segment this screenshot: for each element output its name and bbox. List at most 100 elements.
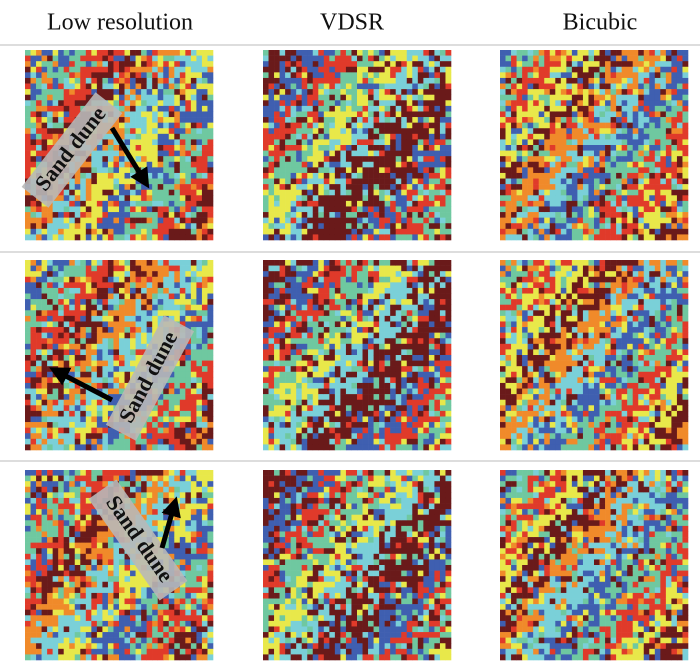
- pixel: [555, 223, 562, 230]
- pixel: [119, 150, 125, 157]
- pixel: [588, 72, 595, 79]
- pixel: [168, 399, 175, 406]
- pixel: [500, 117, 506, 123]
- pixel: [307, 265, 314, 272]
- pixel: [152, 223, 159, 230]
- pixel: [632, 83, 639, 90]
- pixel: [373, 184, 380, 191]
- pixel: [334, 61, 341, 68]
- pixel: [96, 299, 103, 306]
- pixel: [307, 212, 314, 218]
- pixel: [157, 217, 164, 224]
- pixel: [423, 111, 430, 118]
- pixel: [412, 167, 419, 174]
- pixel: [279, 217, 286, 224]
- pixel: [351, 206, 358, 213]
- pixel: [141, 427, 147, 434]
- pixel: [384, 100, 391, 107]
- pixel: [296, 89, 303, 96]
- pixel: [434, 223, 441, 230]
- pixel: [566, 66, 573, 73]
- image-panel: [500, 50, 689, 241]
- pixel: [621, 228, 628, 235]
- pixel: [566, 195, 573, 202]
- pixel: [185, 310, 192, 317]
- pixel: [417, 89, 424, 96]
- pixel: [135, 234, 142, 241]
- pixel: [185, 433, 192, 440]
- pixel: [130, 128, 136, 135]
- pixel: [25, 293, 31, 300]
- pixel: [63, 260, 70, 266]
- pixel: [52, 217, 59, 224]
- pixel: [566, 139, 573, 146]
- pixel: [63, 61, 70, 68]
- pixel: [201, 299, 208, 306]
- pixel: [279, 349, 286, 356]
- pixel: [201, 399, 208, 406]
- pixel: [30, 321, 37, 328]
- pixel: [36, 405, 42, 412]
- pixel: [80, 172, 87, 179]
- pixel: [207, 410, 214, 417]
- pixel: [179, 128, 186, 135]
- pixel: [168, 304, 175, 311]
- pixel: [296, 228, 303, 235]
- pixel: [146, 117, 153, 123]
- pixel: [511, 55, 517, 62]
- pixel: [157, 133, 164, 140]
- pixel: [263, 139, 269, 146]
- pixel: [643, 167, 650, 174]
- pixel: [340, 145, 347, 151]
- pixel: [201, 338, 208, 345]
- pixel: [279, 150, 286, 157]
- pixel: [643, 133, 650, 140]
- pixel: [560, 234, 567, 241]
- pixel: [621, 184, 628, 191]
- pixel: [263, 61, 269, 68]
- pixel: [124, 83, 131, 90]
- pixel: [312, 438, 319, 445]
- pixel: [307, 156, 314, 163]
- pixel: [196, 206, 203, 213]
- pixel: [594, 128, 600, 135]
- pixel: [439, 117, 446, 123]
- pixel: [185, 145, 192, 151]
- pixel: [74, 382, 81, 389]
- pixel: [395, 72, 402, 79]
- pixel: [157, 228, 164, 235]
- pixel: [63, 299, 70, 306]
- pixel: [47, 299, 53, 306]
- pixel: [527, 133, 534, 140]
- pixel: [500, 100, 506, 107]
- pixel: [621, 178, 628, 185]
- pixel: [124, 371, 131, 378]
- pixel: [296, 444, 303, 451]
- pixel: [285, 55, 291, 62]
- pixel: [74, 200, 81, 207]
- pixel: [135, 189, 142, 196]
- pixel: [665, 172, 672, 179]
- pixel: [47, 117, 53, 123]
- pixel: [146, 299, 153, 306]
- pixel: [301, 444, 308, 451]
- pixel: [69, 111, 76, 118]
- pixel: [285, 212, 291, 218]
- pixel: [638, 206, 645, 213]
- pixel: [516, 189, 523, 196]
- pixel: [152, 405, 159, 412]
- pixel: [119, 77, 125, 84]
- pixel: [351, 161, 358, 168]
- pixel: [368, 200, 374, 207]
- pixel: [274, 55, 280, 62]
- pixel: [605, 94, 611, 101]
- pixel: [566, 122, 573, 129]
- pixel: [102, 282, 109, 289]
- pixel: [207, 167, 214, 174]
- pixel: [47, 234, 53, 241]
- pixel: [279, 223, 286, 230]
- pixel: [599, 100, 606, 107]
- pixel: [610, 156, 617, 163]
- pixel: [296, 427, 303, 434]
- pixel: [268, 139, 275, 146]
